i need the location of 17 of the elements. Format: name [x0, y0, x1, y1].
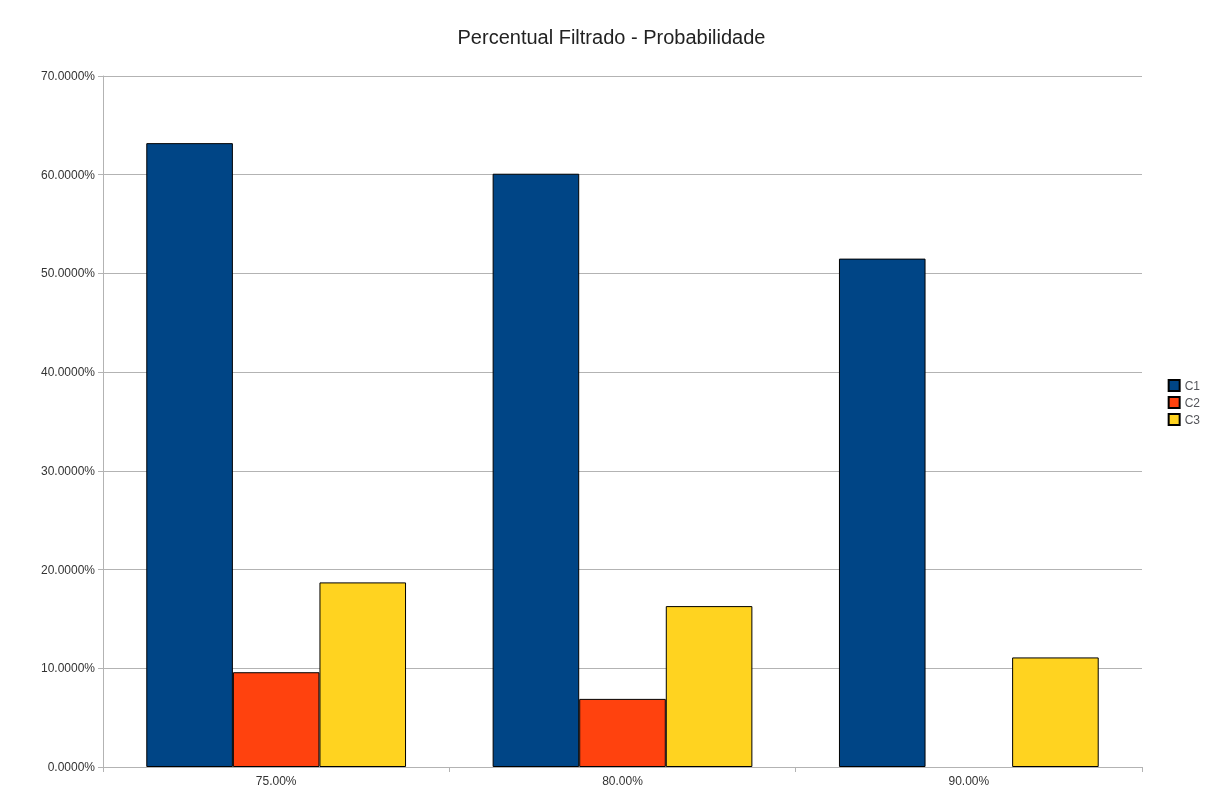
chart-title: Percentual Filtrado - Probabilidade — [457, 26, 766, 48]
x-tick-label: 90.00% — [948, 774, 990, 788]
y-tick-label: 20.0000% — [40, 562, 96, 577]
legend-label: C2 — [1184, 395, 1201, 410]
y-tick-label: 10.0000% — [40, 661, 96, 676]
y-tick-label: 70.0000% — [40, 69, 96, 83]
y-tick-label: 0.0000% — [47, 760, 96, 774]
y-tick-label: 30.0000% — [40, 463, 96, 478]
legend-label: C1 — [1184, 378, 1201, 393]
y-tick-label: 40.0000% — [40, 365, 96, 380]
legend-label: C3 — [1184, 412, 1201, 427]
x-tick-label: 80.00% — [602, 774, 644, 788]
y-tick-label: 50.0000% — [40, 266, 96, 281]
bar — [1012, 657, 1099, 767]
bar — [838, 258, 926, 767]
y-tick-label: 60.0000% — [40, 167, 96, 182]
x-tick-label: 75.00% — [255, 774, 297, 788]
